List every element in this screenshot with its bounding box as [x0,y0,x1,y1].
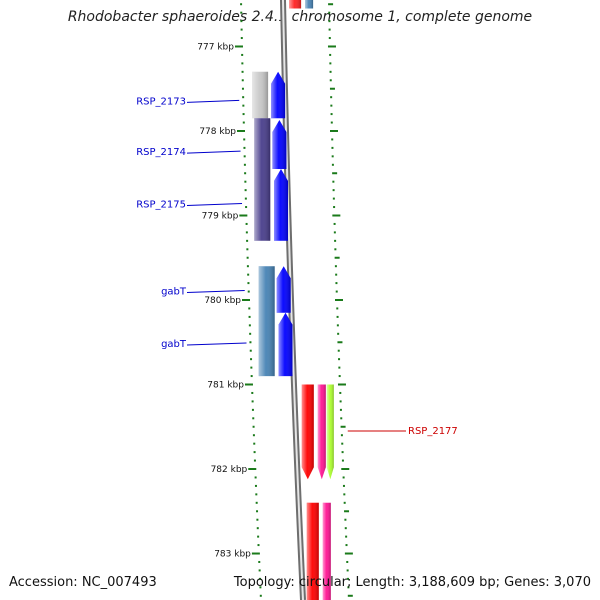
tick-label: 783 kbp [214,550,251,560]
gene-feature-shading [306,502,319,600]
gene-feature-shading [254,118,271,241]
gene-label: RSP_2177 [408,426,458,437]
gene-feature-shading [274,169,288,241]
gene-feature-shading [301,384,314,480]
gene-label: RSP_2173 [136,96,186,107]
label-layer: RSP_2173 RSP_2174 RSP_2175 gabT gabT RSP_2177 [136,96,458,437]
gene-feature-shading [326,384,334,480]
gene-feature-shading [305,0,314,9]
label-leader-line [186,99,240,103]
label-leader-line [186,290,245,294]
accession-text: Accession: NC_007493 [9,575,157,590]
gene-feature-shading [272,120,287,169]
gene-feature-shading [276,266,291,313]
feature-layer [252,0,334,600]
gene-feature-shading [252,71,269,119]
tick-label: 782 kbp [211,465,248,475]
gene-label: gabT [161,339,187,350]
map-title: Rhodobacter sphaeroides 2.4.1 chromosome… [67,9,533,25]
gene-feature-shading [258,266,275,377]
tick-label: 778 kbp [199,127,236,137]
gene-feature-shading [289,0,302,9]
chromosome-backbone-highlight [282,0,304,600]
gene-feature-shading [322,502,331,600]
gene-feature-shading [278,312,293,377]
gene-label: gabT [161,287,187,298]
label-leader-line [186,203,243,207]
genome-summary-text: Topology: circular; Length: 3,188,609 bp… [233,575,591,590]
label-leader-line [186,150,241,154]
tick-label: 781 kbp [207,381,244,391]
tick-label: 779 kbp [202,211,239,221]
tick-layer: 777 kbp 778 kbp 779 kbp 780 kbp 781 kbp 782 k… [197,3,353,597]
backbone-layer [280,0,306,600]
gene-label: RSP_2174 [136,147,186,158]
gene-feature-shading [317,384,326,480]
label-leader-line [186,342,247,346]
tick-label: 777 kbp [197,42,234,52]
gene-label: RSP_2175 [136,200,186,211]
tick-label: 780 kbp [204,296,241,306]
gene-feature-shading [271,71,286,119]
